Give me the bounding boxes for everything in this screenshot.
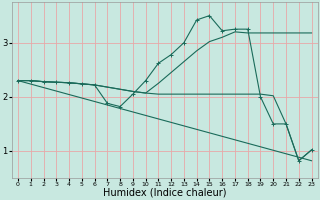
X-axis label: Humidex (Indice chaleur): Humidex (Indice chaleur) [103, 188, 227, 198]
